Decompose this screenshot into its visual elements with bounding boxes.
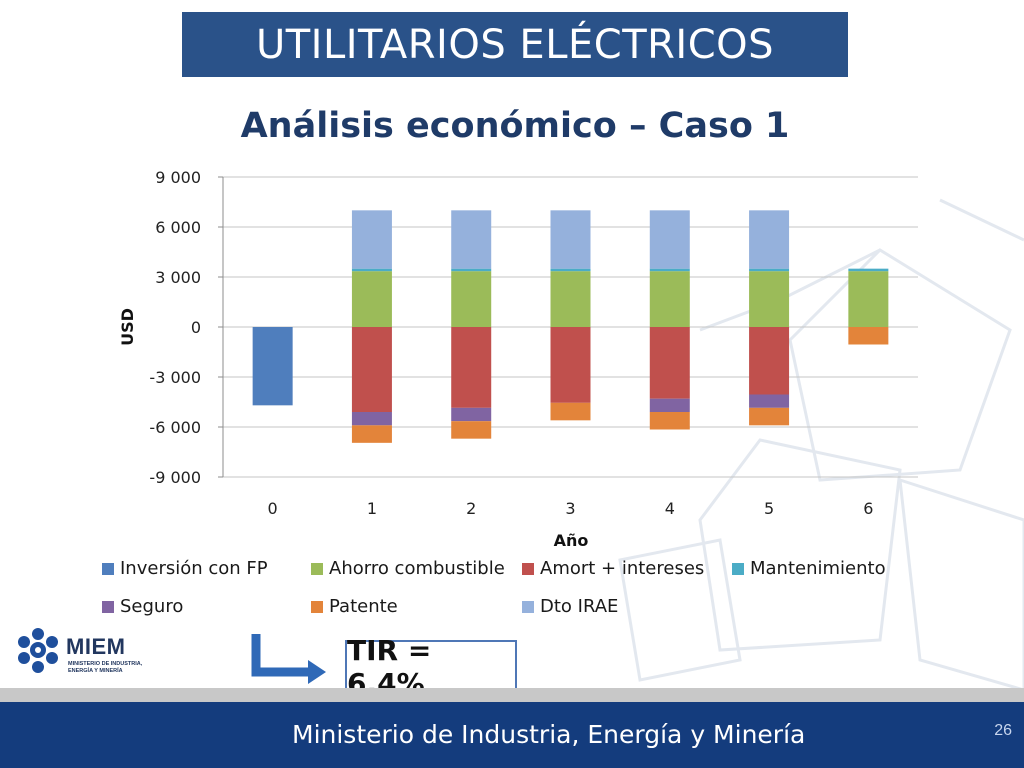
tir-value: TIR = 6,4% <box>347 633 432 700</box>
x-tick-label: 3 <box>565 499 575 518</box>
chart-legend: Inversión con FP Ahorro combustible Amort … <box>102 558 922 628</box>
bar-segment <box>848 271 889 327</box>
bar-segment <box>451 271 492 327</box>
legend-swatch <box>102 600 114 613</box>
bar-segment <box>550 402 591 421</box>
y-axis-label: USD <box>118 308 137 346</box>
legend-item: Mantenimiento <box>732 558 886 579</box>
legend-swatch <box>311 562 323 575</box>
footer-divider <box>0 688 1024 702</box>
legend-swatch <box>311 600 323 613</box>
bar-segment <box>649 268 690 272</box>
bar-segment <box>451 407 492 422</box>
bar-segment <box>649 412 690 430</box>
bar-segment <box>649 271 690 327</box>
y-tick-label: -6 000 <box>149 418 201 437</box>
miem-flower-icon <box>18 628 58 673</box>
bar-segment <box>351 268 392 272</box>
x-tick-label: 2 <box>466 499 476 518</box>
bar-segment <box>749 210 790 269</box>
legend-label: Ahorro combustible <box>329 558 505 579</box>
bar-segment <box>749 394 790 408</box>
legend-swatch <box>522 600 534 613</box>
bar-segment <box>351 412 392 426</box>
legend-item: Patente <box>311 596 398 617</box>
x-axis-label: Año <box>554 531 589 550</box>
header-title: UTILITARIOS ELÉCTRICOS <box>255 21 775 68</box>
bar-segment <box>649 398 690 412</box>
bar-segment <box>848 327 889 345</box>
legend-swatch <box>102 562 114 575</box>
bar-segment <box>749 268 790 272</box>
legend-swatch <box>732 562 744 575</box>
legend-item: Amort + intereses <box>522 558 704 579</box>
arrow-icon <box>251 634 326 684</box>
slide-subtitle: Análisis económico – Caso 1 <box>240 106 790 146</box>
legend-item: Inversión con FP <box>102 558 268 579</box>
bar-segment <box>451 268 492 272</box>
logo-name: MIEM <box>66 634 126 659</box>
bar-segment <box>749 407 790 426</box>
footer-ministry: Ministerio de Industria, Energía y Miner… <box>292 720 806 749</box>
legend-label: Mantenimiento <box>750 558 886 579</box>
y-tick-label: 3 000 <box>155 268 201 287</box>
legend-item: Seguro <box>102 596 183 617</box>
x-tick-label: 1 <box>367 499 377 518</box>
bar-segment <box>451 421 492 439</box>
bar-segment <box>550 268 591 272</box>
legend-item: Dto IRAE <box>522 596 618 617</box>
bar-segment <box>550 210 591 269</box>
x-tick-label: 6 <box>863 499 873 518</box>
bar-segment <box>649 327 690 399</box>
x-tick-label: 5 <box>764 499 774 518</box>
bar-segment <box>550 271 591 327</box>
legend-label: Patente <box>329 596 398 617</box>
bar-segment <box>351 271 392 327</box>
tir-result-box: TIR = 6,4% <box>345 634 517 700</box>
x-tick-label: 0 <box>268 499 278 518</box>
bar-segment <box>749 327 790 395</box>
logo-subtitle: MINISTERIO DE INDUSTRIA, ENERGÍA Y MINER… <box>68 661 143 674</box>
bar-segment <box>451 210 492 269</box>
legend-label: Dto IRAE <box>540 596 619 617</box>
header-banner: UTILITARIOS ELÉCTRICOS <box>182 12 848 77</box>
legend-label: Inversión con FP <box>120 558 268 579</box>
legend-label: Seguro <box>120 596 184 617</box>
footer-bar: Ministerio de Industria, Energía y Miner… <box>0 702 1024 768</box>
y-tick-label: 9 000 <box>155 168 201 187</box>
y-tick-label: -3 000 <box>149 368 201 387</box>
bar-segment <box>451 327 492 408</box>
x-tick-label: 4 <box>665 499 675 518</box>
bar-segment <box>550 327 591 403</box>
legend-label: Amort + intereses <box>540 558 705 579</box>
legend-swatch <box>522 562 534 575</box>
bar-segment <box>351 327 392 412</box>
legend-item: Ahorro combustible <box>311 558 505 579</box>
miem-logo: MIEM MINISTERIO DE INDUSTRIA, ENERGÍA Y … <box>14 626 164 681</box>
bar-segment <box>351 210 392 269</box>
y-tick-label: 6 000 <box>155 218 201 237</box>
bar-segment <box>749 271 790 327</box>
bar-segment <box>848 268 889 272</box>
y-tick-label: -9 000 <box>149 468 201 487</box>
bar-segment <box>252 327 293 406</box>
y-tick-label: 0 <box>191 318 201 337</box>
page-number: 26 <box>994 722 1012 739</box>
bar-segment <box>649 210 690 269</box>
bar-segment <box>351 425 392 443</box>
